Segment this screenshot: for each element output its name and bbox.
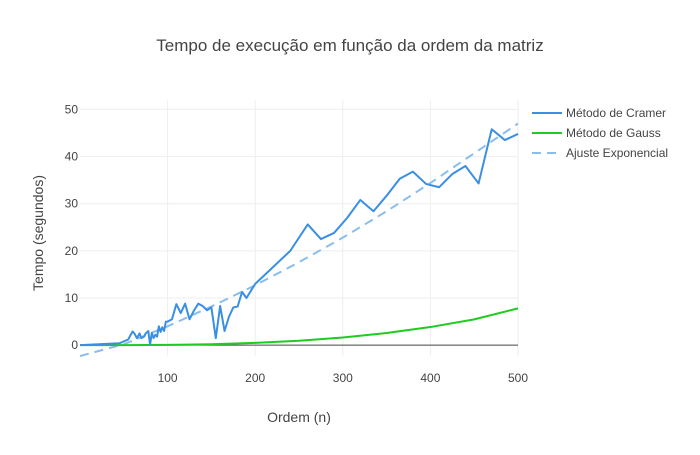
- x-tick-label: 400: [420, 371, 440, 385]
- series-line-1: [80, 307, 519, 347]
- legend-label-0: Método de Cramer: [566, 106, 666, 120]
- y-tick-label: 30: [65, 197, 79, 211]
- grid-layer: [80, 100, 519, 356]
- series-line-2: [80, 122, 519, 357]
- chart-title: Tempo de execução em função da ordem da …: [156, 36, 543, 55]
- y-tick-label: 20: [65, 244, 79, 258]
- series-line-0: [80, 128, 519, 347]
- x-tick-label: 300: [333, 371, 353, 385]
- y-axis-title: Tempo (segundos): [30, 175, 46, 291]
- series-layer: [80, 122, 519, 357]
- y-tick-label: 0: [71, 338, 78, 352]
- x-axis-title: Ordem (n): [267, 409, 331, 425]
- ticks-layer: 100 200 300 400 500 0 10 20 30 40 50: [65, 102, 529, 385]
- x-tick-label: 500: [508, 371, 528, 385]
- y-tick-label: 10: [65, 291, 79, 305]
- legend-label-1: Método de Gauss: [566, 126, 661, 140]
- x-tick-label: 200: [245, 371, 265, 385]
- x-tick-label: 100: [158, 371, 178, 385]
- legend: Método de Cramer Método de Gauss Ajuste Ex…: [532, 106, 668, 160]
- y-tick-label: 50: [65, 102, 79, 116]
- legend-label-2: Ajuste Exponencial: [566, 146, 668, 160]
- y-tick-label: 40: [65, 150, 79, 164]
